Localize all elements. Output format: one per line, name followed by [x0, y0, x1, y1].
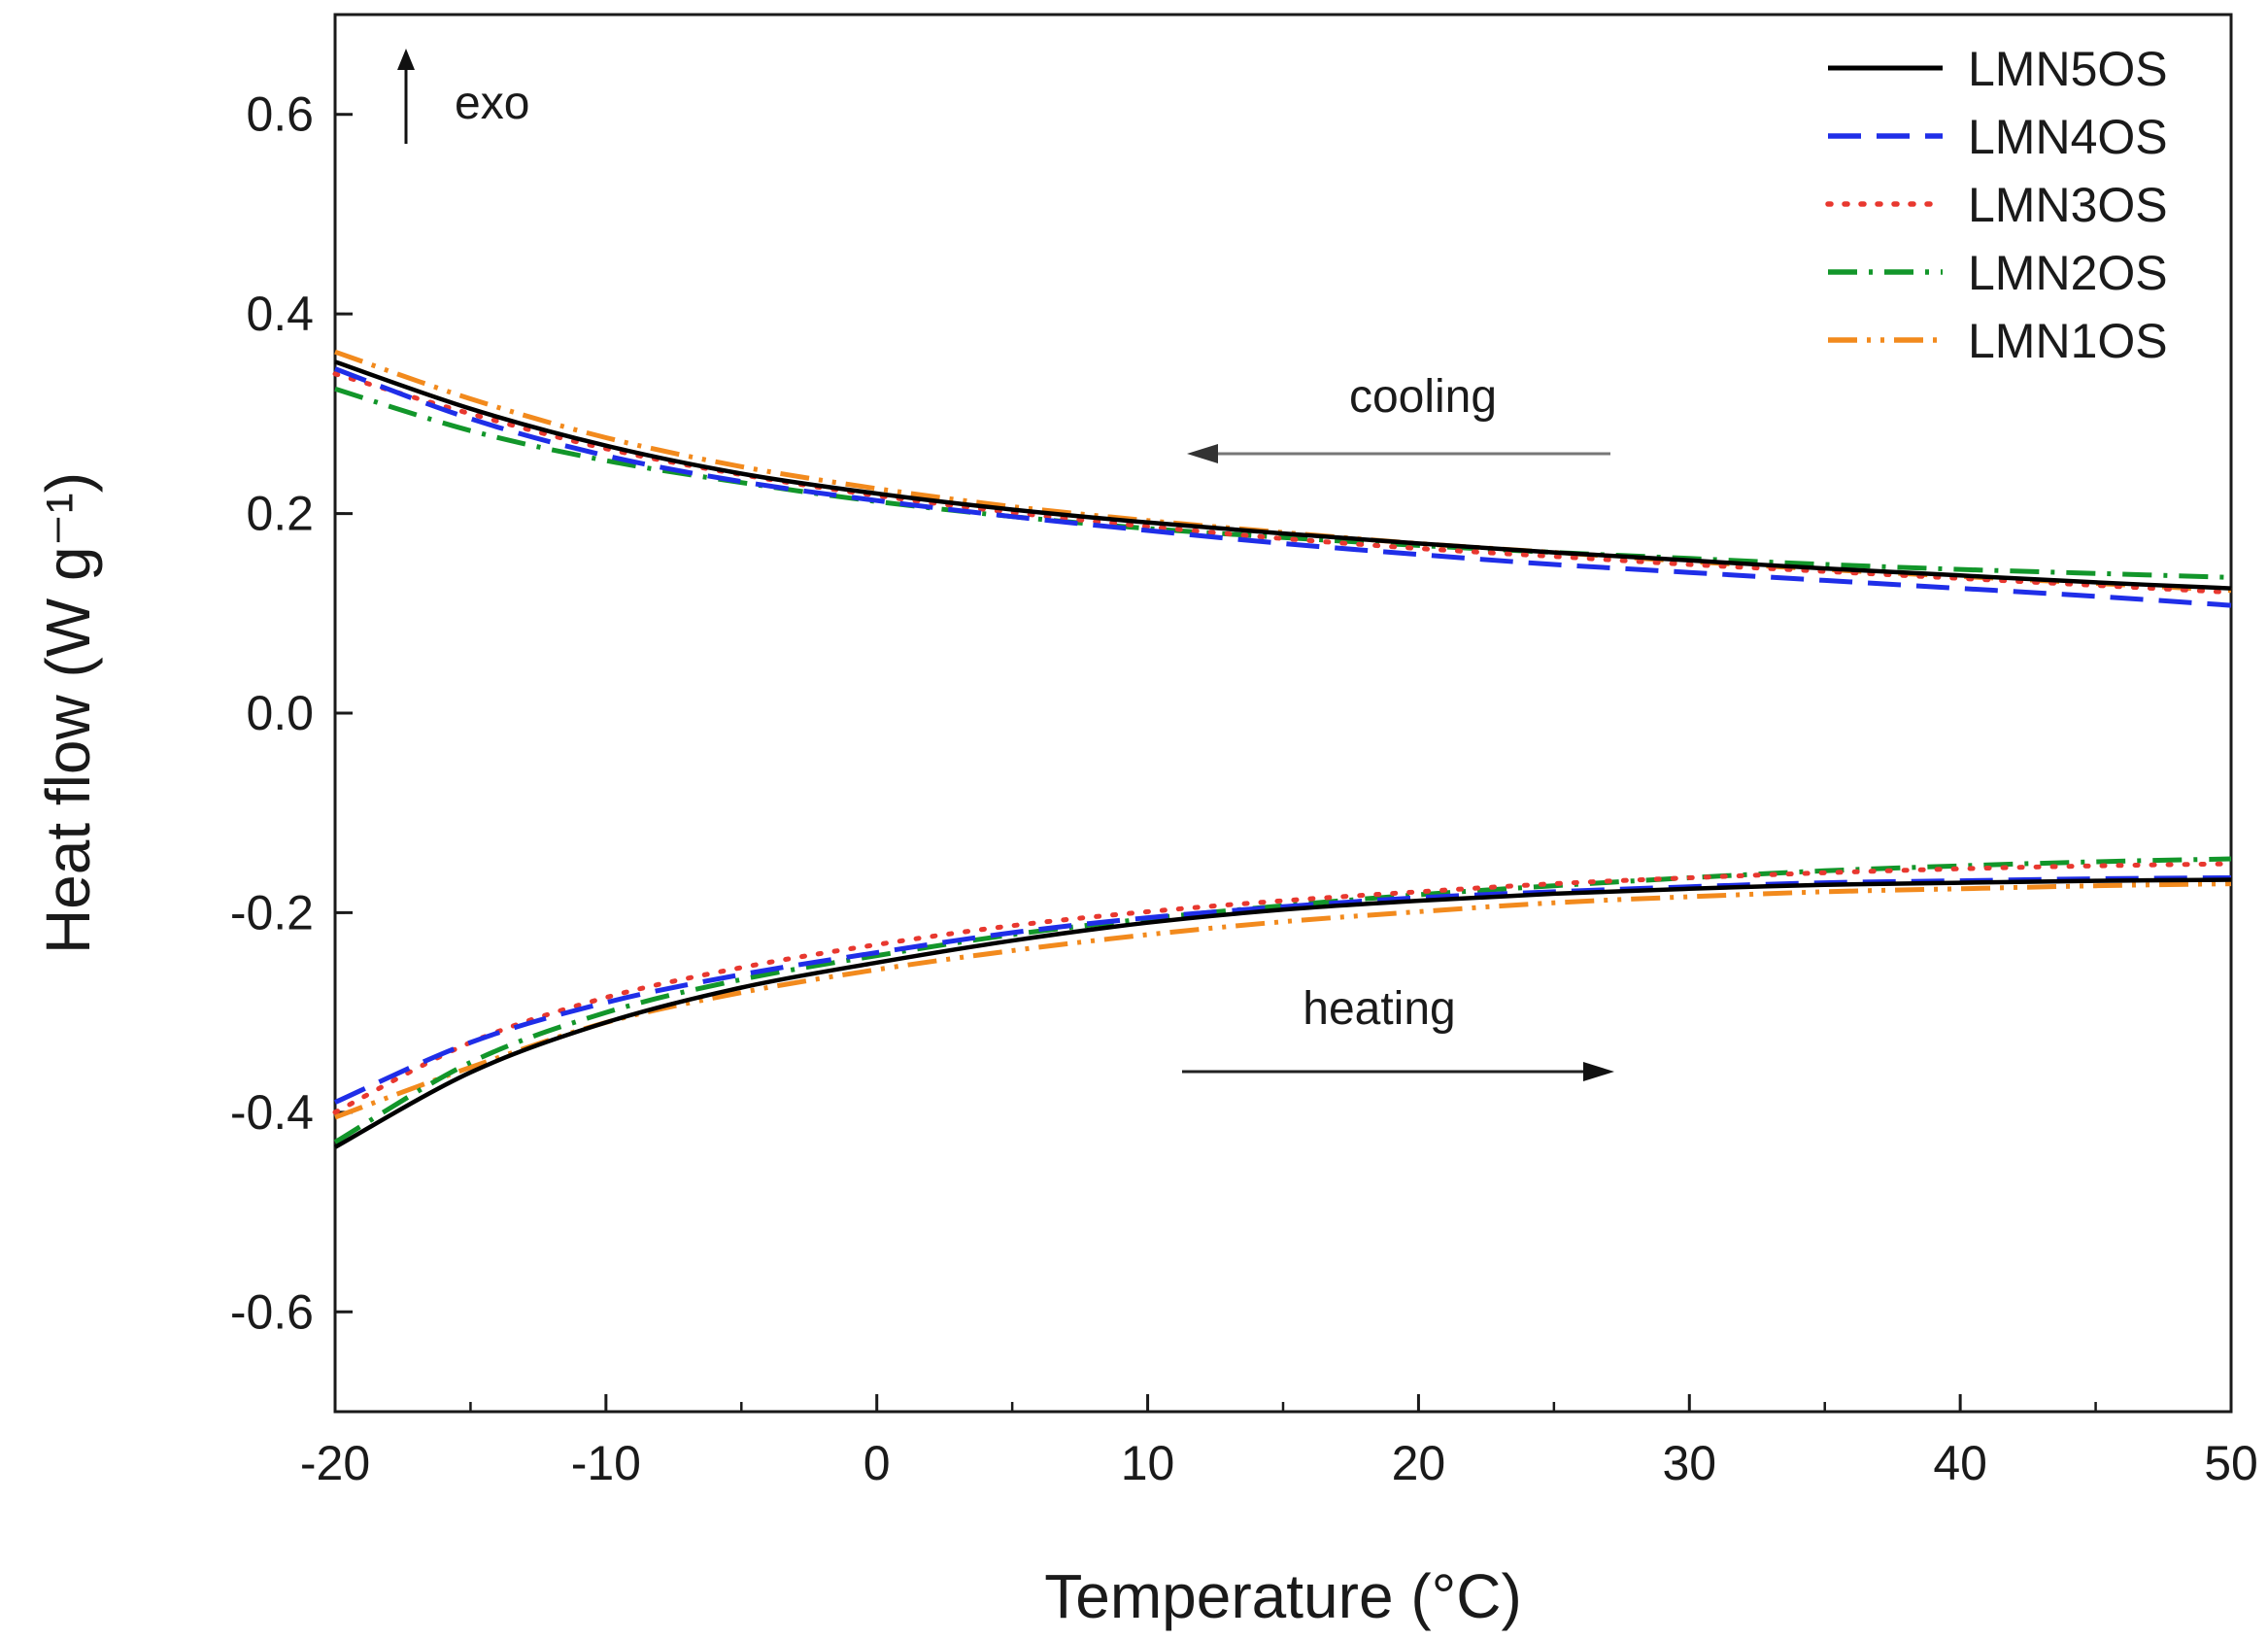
- x-tick-label: 10: [1121, 1436, 1175, 1490]
- x-axis-ticks: -20 -10 0 10 20 30 40 50: [300, 1394, 2258, 1490]
- y-axis-title: Heat flow (W g⁻¹): [33, 472, 103, 954]
- exo-label: exo: [455, 78, 529, 129]
- series-lmn1os-cooling: [334, 349, 2232, 594]
- y-tick-label: 0.2: [246, 487, 314, 541]
- y-axis-ticks: -0.6 -0.4 -0.2 0.0 0.2 0.4 0.6: [230, 87, 353, 1339]
- series-lmn4os-cooling: [334, 366, 2232, 608]
- series-lmn1os-heating: [334, 881, 2232, 1120]
- cooling-label: cooling: [1349, 371, 1497, 423]
- x-tick-label: 30: [1662, 1436, 1716, 1490]
- series-lmn2os-cooling: [334, 386, 2232, 580]
- series-layer: [332, 349, 2234, 1149]
- series-lmn2os-heating: [333, 856, 2232, 1144]
- y-tick-label: 0.4: [246, 287, 314, 341]
- legend-label-lmn2os: LMN2OS: [1968, 246, 2168, 300]
- x-tick-label: 40: [1933, 1436, 1987, 1490]
- cooling-annotation: cooling: [1187, 371, 1610, 463]
- x-tick-label: -10: [571, 1436, 641, 1490]
- y-tick-label: 0.0: [246, 686, 314, 740]
- y-tick-label: -0.4: [230, 1085, 314, 1140]
- plot-frame: [333, 13, 2233, 1414]
- legend: LMN5OS LMN4OS LMN3OS LMN2OS LMN1OS: [1825, 42, 2168, 368]
- x-tick-label: 20: [1392, 1436, 1446, 1490]
- heating-label: heating: [1303, 983, 1455, 1035]
- legend-label-lmn4os: LMN4OS: [1968, 110, 2168, 164]
- x-tick-label: -20: [300, 1436, 370, 1490]
- exo-annotation: exo: [397, 49, 529, 144]
- x-tick-label: 0: [863, 1436, 891, 1490]
- legend-label-lmn3os: LMN3OS: [1968, 178, 2168, 232]
- y-tick-label: -0.6: [230, 1284, 314, 1339]
- series-lmn3os-heating: [332, 861, 2234, 1115]
- exo-arrow-head: [397, 49, 415, 70]
- series-lmn5os-cooling: [334, 359, 2232, 591]
- y-tick-label: -0.2: [230, 885, 314, 939]
- y-tick-label: 0.6: [246, 87, 314, 142]
- legend-label-lmn1os: LMN1OS: [1968, 314, 2168, 368]
- heating-annotation: heating: [1182, 983, 1614, 1081]
- cooling-arrow-head: [1187, 444, 1218, 463]
- series-lmn5os-heating: [333, 877, 2232, 1149]
- heating-arrow-head: [1583, 1062, 1614, 1081]
- series-lmn3os-cooling: [332, 371, 2234, 596]
- x-tick-label: 50: [2204, 1436, 2258, 1490]
- legend-label-lmn5os: LMN5OS: [1968, 42, 2168, 96]
- x-axis-title: Temperature (°C): [1044, 1561, 1522, 1631]
